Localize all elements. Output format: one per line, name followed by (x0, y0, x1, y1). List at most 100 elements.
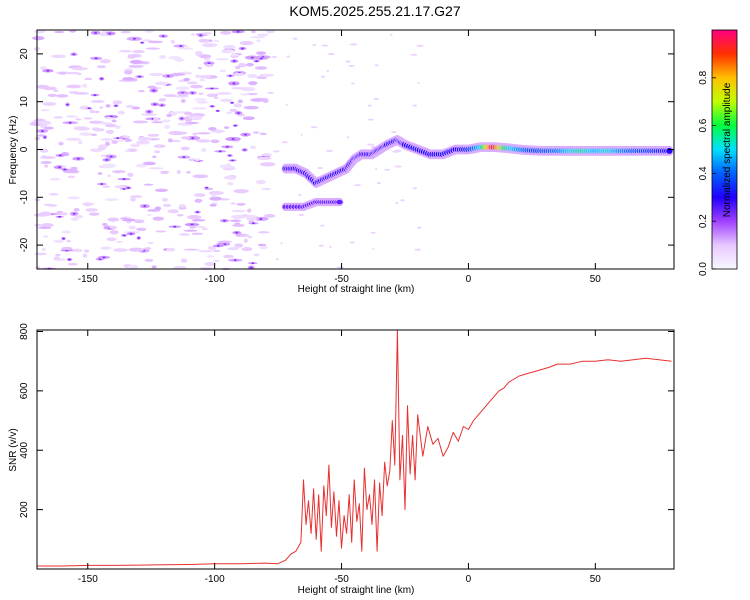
spectrogram-noise-core (102, 256, 106, 259)
spectrogram-noise-blob (84, 249, 90, 253)
spectrogram-noise-blob (285, 103, 288, 106)
spectrogram-noise-blob (35, 266, 41, 269)
spectrogram-noise-blob (252, 131, 260, 134)
spectrogram-noise-blob (107, 217, 120, 222)
spectrogram-noise-core (225, 145, 229, 148)
spectrogram-noise-core (108, 32, 112, 35)
spectrogram-noise-blob (367, 143, 375, 146)
spectrogram-noise-blob (197, 66, 202, 70)
spectrogram-noise-blob (176, 213, 184, 217)
spectrogram-noise-blob (105, 141, 111, 147)
spectrogram-noise-blob (400, 199, 405, 202)
spectrogram-noise-blob (286, 55, 291, 58)
spectrogram-noise-blob (58, 71, 68, 75)
spectrogram-noise-blob (235, 65, 241, 70)
spectrogram-noise-blob (73, 92, 90, 95)
spectrogram-noise-blob (325, 149, 334, 152)
snr-plot-area (37, 330, 674, 569)
spectrogram-noise-blob (151, 265, 157, 269)
spectrogram-noise-blob (113, 185, 126, 188)
spectrogram-noise-blob (195, 139, 211, 143)
spectrogram-noise-blob (154, 150, 161, 154)
spectrogram-noise-blob (41, 223, 54, 228)
spectrogram-noise-blob (259, 162, 276, 167)
spectrogram-noise-blob (329, 246, 332, 249)
spectrogram-noise-blob (65, 71, 80, 75)
spectrogram-y-tick-label: 10 (19, 96, 30, 108)
spectrogram-noise-blob (391, 150, 400, 153)
spectrogram-noise-core (129, 232, 133, 235)
spectrogram-noise-blob (346, 136, 350, 139)
spectrogram-noise-blob (310, 126, 318, 129)
spectrogram-noise-blob (219, 69, 227, 73)
spectrogram-noise-blob (241, 247, 253, 252)
spectrogram-noise-blob (229, 219, 242, 222)
spectrogram-noise-blob (151, 121, 164, 124)
spectrogram-noise-blob (183, 44, 189, 49)
spectrogram-noise-blob (130, 197, 136, 202)
spectrogram-noise-blob (259, 132, 267, 136)
spectrogram-noise-blob (245, 62, 254, 67)
snr-x-label: Height of straight line (km) (298, 585, 415, 596)
spectrogram-noise-blob (261, 187, 272, 191)
spectrogram-noise-blob (227, 247, 239, 251)
spectrogram-noise-core (233, 259, 237, 262)
spectrogram-noise-blob (163, 94, 178, 97)
spectrogram-noise-blob (40, 109, 50, 112)
spectrogram-noise-blob (129, 195, 143, 198)
spectrogram-noise-core (87, 107, 91, 110)
spectrogram-noise-blob (112, 100, 123, 105)
spectrogram-noise-blob (75, 118, 82, 121)
colorbar-tick-label: 0.8 (698, 70, 709, 84)
spectrogram-noise-blob (211, 202, 219, 205)
spectrogram-noise-blob (160, 170, 170, 175)
spectrogram-noise-core (140, 41, 144, 44)
spectrogram-noise-blob (129, 59, 143, 65)
spectrogram-noise-blob (141, 113, 157, 116)
spectrogram-noise-blob (89, 109, 95, 114)
spectrogram-noise-blob (345, 60, 351, 63)
spectrogram-noise-blob (65, 137, 82, 141)
spectrogram-noise-core (46, 69, 50, 72)
spectrogram-noise-blob (219, 98, 232, 102)
spectrogram-y-label: Frequency (Hz) (8, 116, 19, 185)
colorbar: 0.0 0.2 0.4 0.6 0.8 Normalized spectral ampl… (698, 29, 738, 276)
spectrogram-noise-blob (104, 117, 114, 120)
spectrogram-noise-core (116, 137, 120, 140)
spectrogram-noise-blob (85, 208, 98, 212)
spectrogram-noise-blob (34, 136, 41, 141)
spectrogram-noise-core (137, 237, 141, 239)
colorbar-tick-label: 0.4 (698, 166, 709, 180)
spectrogram-noise-blob (198, 249, 214, 253)
spectrogram-noise-blob (312, 44, 317, 47)
spectrogram-noise-blob (61, 230, 72, 234)
spectrogram-noise-blob (298, 193, 302, 196)
spectrogram-noise-blob (101, 163, 117, 168)
spectrogram-noise-blob (223, 44, 236, 49)
spectrogram-noise-blob (79, 105, 89, 110)
spectrogram-noise-blob (127, 172, 134, 177)
spectrogram-noise-core (100, 77, 104, 80)
spectrogram-noise-blob (213, 259, 220, 263)
spectrogram-noise-blob (326, 69, 330, 72)
spectrogram-noise-blob (280, 242, 283, 245)
spectrogram-noise-blob (272, 150, 280, 153)
spectrogram-noise-blob (257, 33, 269, 37)
spectrogram-noise-blob (267, 91, 274, 94)
spectrogram-noise-blob (196, 132, 211, 135)
spectrogram-noise-blob (243, 238, 248, 243)
spectrogram-noise-core (143, 205, 147, 208)
spectrogram-noise-core (180, 117, 184, 120)
spectrogram-noise-blob (92, 128, 105, 132)
spectrogram-noise-core (161, 35, 165, 37)
spectrogram-noise-blob (370, 231, 376, 234)
spectrogram-noise-core (68, 121, 72, 124)
spectrogram-noise-blob (251, 30, 256, 34)
spectrogram-noise-blob (236, 202, 246, 206)
spectrogram-noise-blob (375, 167, 378, 170)
spectrogram-noise-blob (233, 103, 242, 108)
spectrogram-noise-blob (128, 264, 139, 269)
spectrogram-noise-core (109, 155, 113, 158)
spectrogram-noise-blob (66, 239, 71, 243)
spectrogram-noise-blob (161, 197, 168, 202)
